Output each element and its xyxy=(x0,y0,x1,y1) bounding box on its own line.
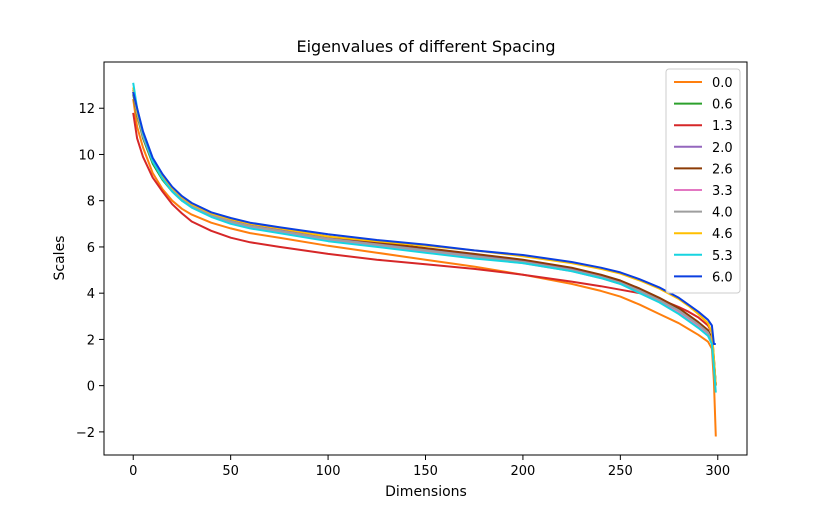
series-line-5-3 xyxy=(132,82,717,393)
x-tick-label: 0 xyxy=(129,464,137,479)
x-tick-label: 150 xyxy=(413,464,438,479)
y-tick-label: 6 xyxy=(87,241,95,256)
y-tick-label: 10 xyxy=(78,148,95,163)
x-tick-label: 100 xyxy=(316,464,341,479)
legend-label: 2.6 xyxy=(712,162,733,177)
y-tick-label: −2 xyxy=(76,426,95,441)
legend: 0.0 0.6 1.3 2.0 2.6 3.3 4.0 4.6 5.3 6.0 xyxy=(665,68,741,294)
series-line-2-0 xyxy=(132,91,717,386)
series-line-1-3 xyxy=(132,112,717,386)
legend-label: 0.0 xyxy=(712,76,733,91)
legend-label: 3.3 xyxy=(712,184,733,199)
y-axis-label: Scales xyxy=(52,236,68,281)
legend-label: 1.3 xyxy=(712,119,733,134)
legend-label: 6.0 xyxy=(712,270,733,285)
series-line-4-6 xyxy=(132,87,717,386)
axes-frame xyxy=(103,61,748,456)
series-line-6-0 xyxy=(132,91,716,345)
x-axis-label: Dimensions xyxy=(385,484,467,500)
chart-title: Eigenvalues of different Spacing xyxy=(296,37,555,56)
y-tick-label: 2 xyxy=(87,333,95,348)
legend-label: 2.0 xyxy=(712,141,733,156)
series-line-0-6 xyxy=(132,94,717,386)
x-axis-ticks: 0 50 100 150 200 250 300 xyxy=(129,455,730,479)
legend-label: 5.3 xyxy=(712,249,733,264)
series-line-2-6 xyxy=(132,91,717,386)
series-lines xyxy=(132,82,717,437)
x-tick-label: 250 xyxy=(608,464,633,479)
x-tick-label: 300 xyxy=(705,464,730,479)
y-axis-ticks: −2 0 2 4 6 8 10 12 xyxy=(76,102,104,441)
y-tick-label: 4 xyxy=(87,287,95,302)
legend-label: 4.0 xyxy=(712,206,733,221)
series-line-4-0 xyxy=(132,89,717,386)
y-tick-label: 8 xyxy=(87,195,95,210)
y-tick-label: 12 xyxy=(78,102,95,117)
x-tick-label: 50 xyxy=(222,464,239,479)
series-line-3-3 xyxy=(132,89,717,386)
series-line-0-0 xyxy=(132,98,717,437)
legend-label: 4.6 xyxy=(712,227,733,242)
x-tick-label: 200 xyxy=(511,464,536,479)
y-tick-label: 0 xyxy=(87,380,95,395)
legend-label: 0.6 xyxy=(712,98,733,113)
